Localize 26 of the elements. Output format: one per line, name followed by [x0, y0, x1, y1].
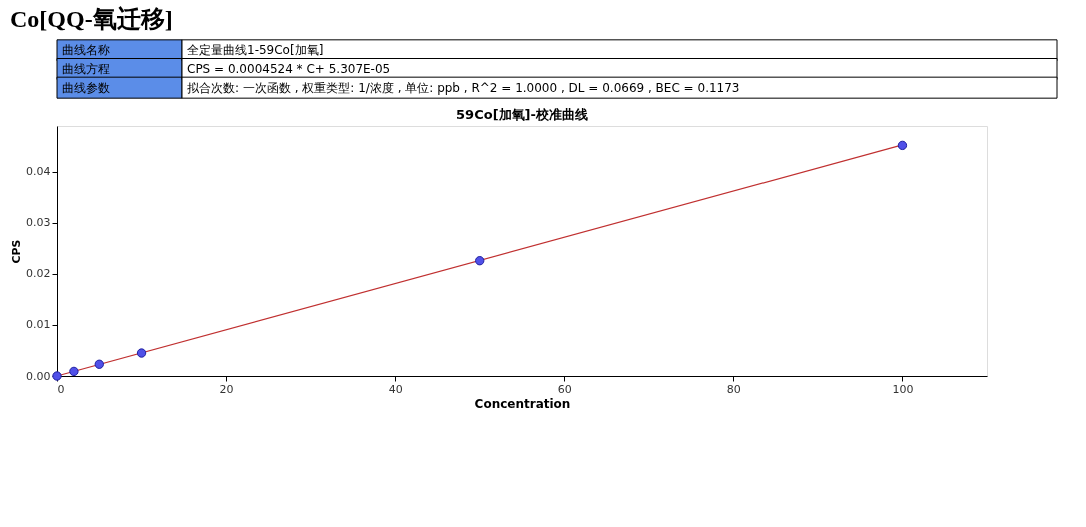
text: 全定量曲线1-59Co[加氧]	[187, 43, 324, 58]
text: CPS = 0.0004524 * C+ 5.307E-05	[187, 62, 391, 76]
y-tick-label: 0.03	[26, 216, 51, 230]
chart-title: Co[QQ-氧迁移]	[10, 6, 173, 32]
y-tick-label: 0.04	[26, 165, 51, 179]
x-tick-label: 60	[557, 382, 572, 396]
point	[897, 140, 908, 151]
x-tick-label: 20	[219, 382, 234, 396]
y-axis-title: CPS	[10, 239, 24, 264]
point	[475, 256, 485, 266]
x-tick-label: 80	[726, 382, 741, 396]
text: 曲线方程	[62, 62, 110, 76]
chart-subtitle: 59Co[加氧]-校准曲线	[456, 107, 588, 122]
point	[94, 359, 104, 369]
x-tick-label: 40	[388, 382, 403, 396]
x-axis-title: Concentration	[474, 396, 571, 411]
text: 曲线名称	[62, 43, 110, 58]
x-tick-label: 0	[57, 382, 65, 396]
y-tick-label: 0.02	[26, 267, 51, 281]
x-tick-label: 100	[892, 382, 914, 396]
point	[69, 366, 79, 377]
y-tick-label: 0.01	[26, 318, 51, 332]
text: 曲线参数	[62, 80, 110, 95]
point	[136, 348, 147, 358]
text: 拟合次数: 一次函数 , 权重类型: 1/浓度 , 单位: ppb , R^2 = 1.0000 , DL = 0.0669 , BEC = 0.1173	[187, 80, 740, 95]
y-tick-label: 0.00	[26, 369, 51, 383]
